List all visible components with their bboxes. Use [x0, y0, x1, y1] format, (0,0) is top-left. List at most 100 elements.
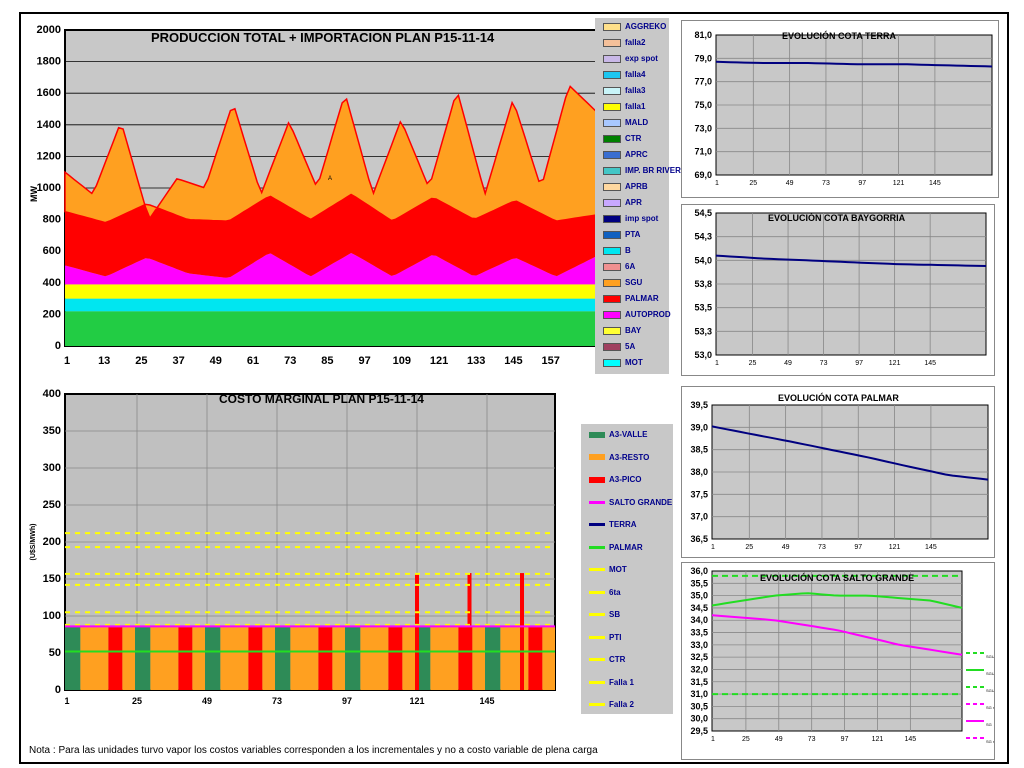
- baygorria-y-tick: 54,5: [694, 208, 712, 218]
- legend-swatch: [589, 545, 605, 549]
- legend-swatch: [603, 294, 621, 303]
- produccion-x-tick: 37: [172, 355, 184, 367]
- produccion-x-tick: 25: [135, 355, 147, 367]
- saltogrande-x-tick: 25: [742, 736, 750, 743]
- production-legend-item: CTR: [603, 134, 641, 143]
- cost-legend-item: PTI: [589, 633, 621, 642]
- cost-legend: A3-VALLE A3-RESTO A3-PICO SALTO GRANDE TERRA…: [581, 424, 673, 714]
- terra-y-tick: 69,0: [694, 170, 712, 180]
- cost-bar: [345, 627, 361, 690]
- palmar-x-tick: 97: [854, 544, 862, 551]
- baygorria-x-tick: 121: [889, 360, 901, 367]
- produccion-x-tick: 13: [98, 355, 110, 367]
- saltogrande-title: EVOLUCIÓN COTA SALTO GRANDE: [760, 573, 915, 583]
- production-panel: 0 200 400 600 800 1000 1200 1400 1600 1800 2000 1 13…: [23, 16, 687, 376]
- cost-bar: [472, 627, 485, 690]
- production-legend-item: MALD: [603, 118, 648, 127]
- terra-x-tick: 1: [715, 180, 719, 187]
- production-layer-palmar: [65, 194, 597, 278]
- legend-swatch: [603, 134, 621, 143]
- saltogrande-y-tick: 31,0: [690, 689, 708, 699]
- palmar-y-tick: 37,5: [690, 489, 708, 499]
- legend-label: PTA: [625, 230, 641, 239]
- saltogrande-legend-label: SG max: [986, 705, 994, 710]
- palmar-x-tick: 121: [889, 544, 901, 551]
- produccion-x-tick: 145: [504, 355, 522, 367]
- legend-swatch: [603, 278, 621, 287]
- terra-panel: 69,0 71,0 73,0 75,0 77,0 79,0 81,0 1 25 49 73 97 121…: [681, 20, 999, 198]
- saltogrande-chart: 29,5 30,0 30,5 31,0 31,5 32,0 32,5 33,0 33,5 34,0…: [690, 566, 1003, 744]
- production-legend-item: BAY: [603, 326, 641, 335]
- legend-swatch: [603, 198, 621, 207]
- baygorria-chart: 53,0 53,3 53,5 53,8 54,0 54,3 54,5 1 25 49 73 97 121…: [694, 208, 987, 367]
- saltogrande-y-tick: 34,5: [690, 603, 708, 613]
- costo-x-tick: 49: [202, 696, 212, 706]
- legend-label: IMP. BR RIVERA: [625, 166, 687, 175]
- cost-bar: [332, 627, 345, 690]
- production-legend-item: falla1: [603, 102, 645, 111]
- cost-legend-item: SB: [589, 610, 620, 619]
- production-legend: AGGREKO falla2 exp spot falla4 falla3 falla1 M…: [595, 18, 687, 374]
- cost-bar: [360, 627, 389, 690]
- cost-title: COSTO MARGINAL PLAN P15-11-14: [219, 392, 424, 406]
- legend-swatch: [589, 680, 605, 684]
- legend-swatch: [603, 230, 621, 239]
- saltogrande-y-tick: 33,5: [690, 628, 708, 638]
- costo-y-tick: 400: [43, 388, 61, 400]
- cost-bar: [65, 627, 81, 690]
- costo-x-tick: 1: [64, 696, 69, 706]
- produccion-x-tick: 85: [321, 355, 333, 367]
- production-legend-item: APRC: [603, 150, 648, 159]
- production-legend-item: PALMAR: [603, 294, 659, 303]
- production-legend-item: IMP. BR RIVERA: [603, 166, 687, 175]
- production-annotation: A: [328, 176, 332, 182]
- saltogrande-legend-label: SG min: [986, 739, 994, 744]
- produccion-y-tick: 400: [43, 277, 61, 289]
- terra-x-tick: 49: [786, 180, 794, 187]
- baygorria-y-tick: 53,3: [694, 326, 712, 336]
- palmar-x-tick: 73: [818, 544, 826, 551]
- costo-y-tick: 100: [43, 610, 61, 622]
- legend-label: SB: [609, 610, 621, 619]
- palmar-x-tick: 49: [782, 544, 790, 551]
- legend-swatch: [603, 214, 621, 223]
- legend-swatch: [603, 118, 621, 127]
- legend-label: A3-VALLE: [609, 430, 648, 439]
- palmar-series-line: [711, 425, 989, 481]
- saltogrande-x-tick: 1: [711, 736, 715, 743]
- costo-x-tick: 121: [409, 696, 424, 706]
- cost-legend-item: A3-PICO: [589, 475, 641, 484]
- production-legend-item: falla3: [603, 86, 645, 95]
- production-legend-item: imp spot: [603, 214, 658, 223]
- legend-label: PALMAR: [625, 294, 659, 303]
- saltogrande-y-tick: 31,5: [690, 677, 708, 687]
- terra-y-tick: 71,0: [694, 147, 712, 157]
- terra-series-line: [715, 60, 993, 68]
- production-legend-item: falla4: [603, 70, 645, 79]
- terra-x-tick: 25: [749, 180, 757, 187]
- produccion-x-tick: 1: [64, 355, 70, 367]
- legend-swatch: [589, 658, 605, 662]
- saltogrande-series-line: [711, 592, 963, 609]
- production-legend-item: falla2: [603, 38, 645, 47]
- legend-label: MALD: [625, 118, 649, 127]
- legend-swatch: [603, 262, 621, 271]
- cost-bar: [430, 627, 459, 690]
- terra-x-tick: 145: [929, 180, 941, 187]
- saltogrande-y-tick: 32,5: [690, 652, 708, 662]
- legend-swatch: [603, 102, 621, 111]
- cost-bar: [275, 627, 291, 690]
- saltogrande-y-tick: 34,0: [690, 615, 708, 625]
- legend-swatch: [603, 166, 621, 175]
- cost-spike-bar: [520, 573, 524, 690]
- cost-legend-item: A3-VALLE: [589, 430, 648, 439]
- cost-bar: [122, 627, 135, 690]
- saltogrande-panel: 29,5 30,0 30,5 31,0 31,5 32,0 32,5 33,0 33,5 34,0…: [681, 562, 1003, 760]
- produccion-x-tick: 73: [284, 355, 296, 367]
- costo-x-tick: 73: [272, 696, 282, 706]
- production-legend-item: APRB: [603, 182, 648, 191]
- produccion-x-tick: 121: [430, 355, 448, 367]
- legend-label: APR: [625, 198, 642, 207]
- legend-swatch: [589, 568, 605, 572]
- cost-bar: [150, 627, 179, 690]
